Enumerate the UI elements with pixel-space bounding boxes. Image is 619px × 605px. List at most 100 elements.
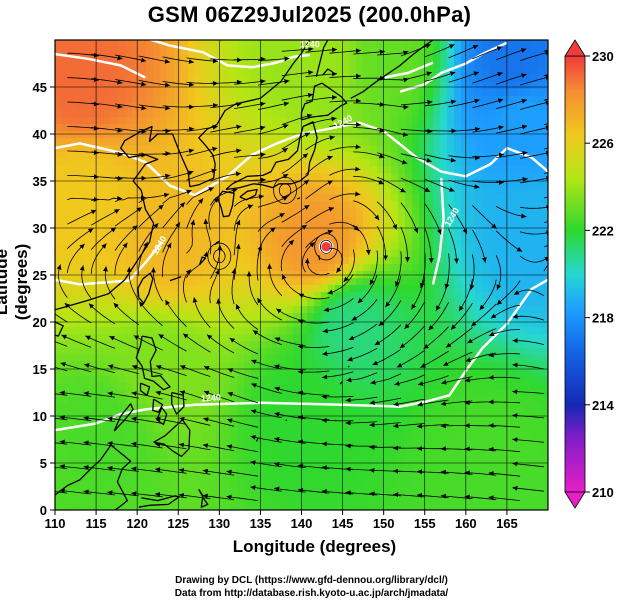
heat-cell bbox=[125, 75, 133, 83]
heat-cell bbox=[531, 460, 539, 468]
heat-cell bbox=[356, 187, 364, 195]
heat-cell bbox=[279, 68, 287, 76]
heat-cell bbox=[125, 89, 133, 97]
heat-cell bbox=[349, 341, 357, 349]
heat-cell bbox=[153, 376, 161, 384]
heat-cell bbox=[272, 383, 280, 391]
heat-cell bbox=[531, 229, 539, 237]
heat-cell bbox=[258, 131, 266, 139]
heat-cell bbox=[321, 495, 329, 503]
heat-cell bbox=[454, 152, 462, 160]
heat-cell bbox=[69, 418, 77, 426]
heat-cell bbox=[104, 96, 112, 104]
heat-cell bbox=[440, 425, 448, 433]
heat-cell bbox=[104, 47, 112, 55]
heat-cell bbox=[412, 306, 420, 314]
heat-cell bbox=[167, 40, 175, 48]
heat-cell bbox=[356, 474, 364, 482]
heat-cell bbox=[125, 173, 133, 181]
heat-cell bbox=[293, 229, 301, 237]
heat-cell bbox=[55, 432, 63, 440]
heat-cell bbox=[286, 299, 294, 307]
heat-cell bbox=[391, 215, 399, 223]
heat-cell bbox=[440, 453, 448, 461]
heat-cell bbox=[335, 502, 343, 510]
heat-cell bbox=[293, 355, 301, 363]
heat-cell bbox=[181, 376, 189, 384]
heat-cell bbox=[489, 243, 497, 251]
heat-cell bbox=[538, 47, 546, 55]
heat-cell bbox=[475, 131, 483, 139]
heat-cell bbox=[468, 425, 476, 433]
heat-cell bbox=[363, 187, 371, 195]
heat-cell bbox=[342, 236, 350, 244]
heat-cell bbox=[104, 201, 112, 209]
heat-cell bbox=[62, 418, 70, 426]
heat-cell bbox=[489, 208, 497, 216]
heat-cell bbox=[335, 145, 343, 153]
heat-cell bbox=[454, 54, 462, 62]
heat-cell bbox=[307, 124, 315, 132]
heat-cell bbox=[62, 173, 70, 181]
heat-cell bbox=[538, 194, 546, 202]
heat-cell bbox=[377, 40, 385, 48]
heat-cell bbox=[160, 362, 168, 370]
heat-cell bbox=[293, 439, 301, 447]
heat-cell bbox=[300, 124, 308, 132]
heat-cell bbox=[510, 131, 518, 139]
heat-cell bbox=[216, 208, 224, 216]
heat-cell bbox=[195, 425, 203, 433]
heat-cell bbox=[272, 173, 280, 181]
heat-cell bbox=[433, 327, 441, 335]
heat-cell bbox=[475, 285, 483, 293]
heat-cell bbox=[335, 390, 343, 398]
heat-cell bbox=[125, 82, 133, 90]
heat-cell bbox=[447, 474, 455, 482]
heat-cell bbox=[230, 54, 238, 62]
heat-cell bbox=[538, 355, 546, 363]
heat-cell bbox=[482, 243, 490, 251]
heat-cell bbox=[132, 432, 140, 440]
heat-cell bbox=[517, 467, 525, 475]
heat-cell bbox=[258, 208, 266, 216]
heat-cell bbox=[538, 327, 546, 335]
heat-cell bbox=[174, 397, 182, 405]
heat-cell bbox=[433, 474, 441, 482]
heat-cell bbox=[118, 495, 126, 503]
heat-cell bbox=[62, 82, 70, 90]
heat-cell bbox=[76, 285, 84, 293]
heat-cell bbox=[167, 222, 175, 230]
heat-cell bbox=[440, 110, 448, 118]
heat-cell bbox=[377, 264, 385, 272]
heat-cell bbox=[258, 229, 266, 237]
heat-cell bbox=[146, 208, 154, 216]
heat-cell bbox=[55, 460, 63, 468]
heat-cell bbox=[307, 474, 315, 482]
heat-cell bbox=[440, 320, 448, 328]
heat-cell bbox=[538, 425, 546, 433]
heat-cell bbox=[174, 502, 182, 510]
heat-cell bbox=[440, 278, 448, 286]
heat-cell bbox=[489, 131, 497, 139]
heat-cell bbox=[181, 411, 189, 419]
heat-cell bbox=[342, 348, 350, 356]
heat-cell bbox=[517, 145, 525, 153]
heat-cell bbox=[286, 208, 294, 216]
heat-cell bbox=[174, 243, 182, 251]
heat-cell bbox=[265, 180, 273, 188]
heat-cell bbox=[524, 467, 532, 475]
heat-cell bbox=[328, 264, 336, 272]
heat-cell bbox=[251, 243, 259, 251]
heat-cell bbox=[321, 355, 329, 363]
heat-cell bbox=[433, 502, 441, 510]
heat-cell bbox=[209, 236, 217, 244]
heat-cell bbox=[328, 82, 336, 90]
heat-cell bbox=[328, 383, 336, 391]
heat-cell bbox=[440, 488, 448, 496]
heat-cell bbox=[139, 488, 147, 496]
heat-cell bbox=[496, 411, 504, 419]
heat-cell bbox=[377, 327, 385, 335]
heat-cell bbox=[531, 75, 539, 83]
heat-cell bbox=[111, 68, 119, 76]
heat-cell bbox=[377, 68, 385, 76]
